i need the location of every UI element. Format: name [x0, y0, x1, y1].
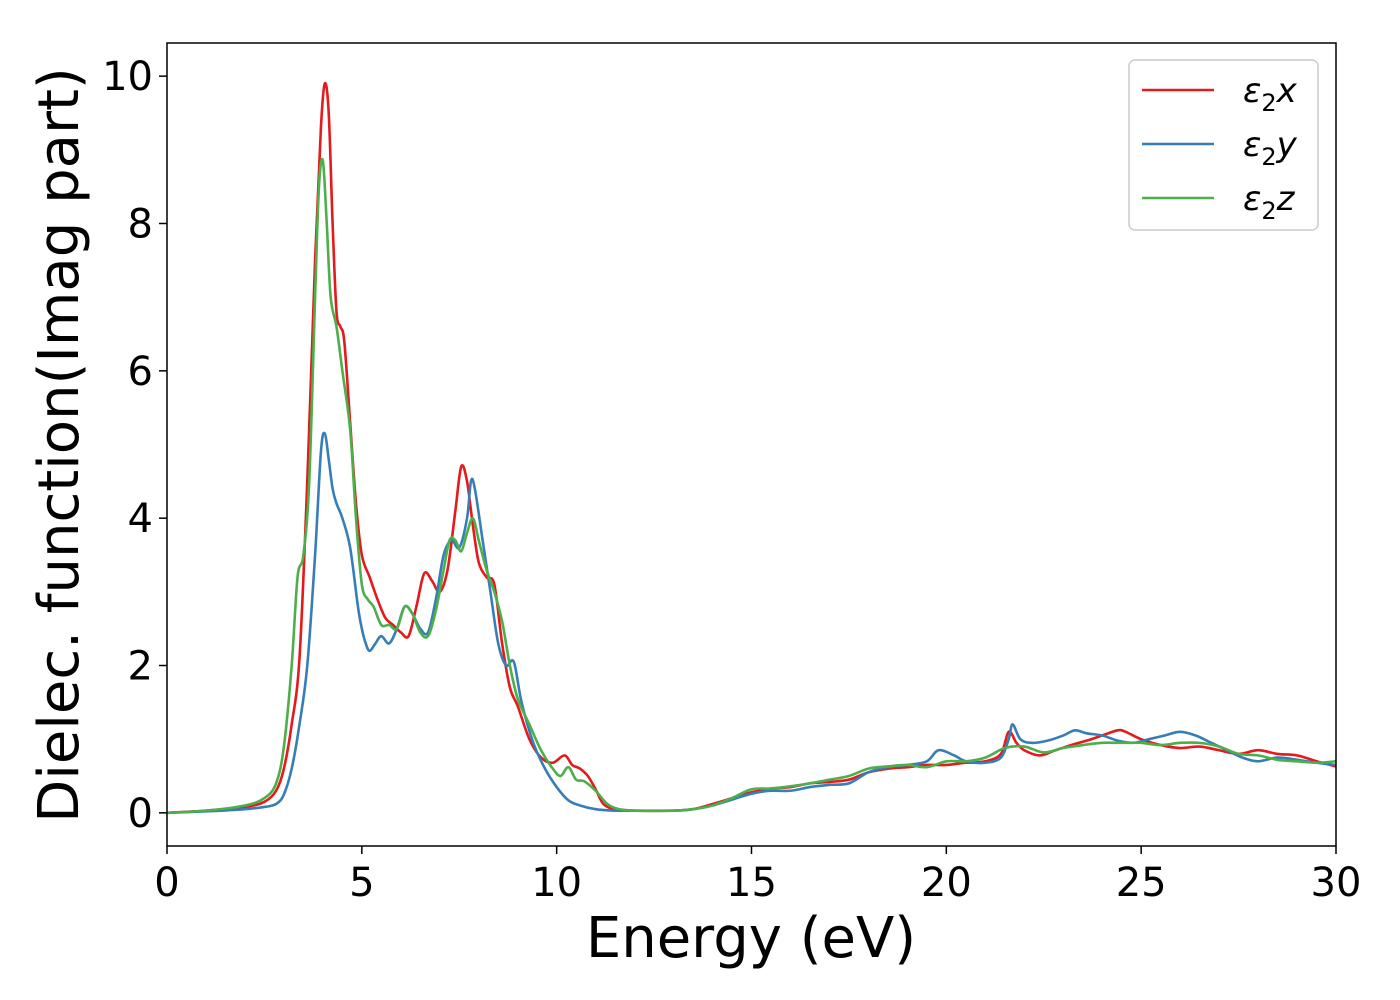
- x-tick-label: 25: [1116, 860, 1167, 906]
- y-tick-label: 2: [128, 644, 153, 690]
- x-tick-label: 5: [349, 860, 374, 906]
- y-tick-label: 8: [128, 201, 153, 247]
- legend-label-y: ε2y: [1243, 125, 1298, 171]
- x-tick-label: 30: [1311, 860, 1362, 906]
- legend-box: [1128, 59, 1319, 231]
- series-line-z: [167, 157, 1336, 815]
- x-tick-label: 10: [531, 860, 582, 906]
- x-axis-title: Energy (eV): [586, 906, 916, 971]
- y-tick-label: 6: [128, 349, 153, 395]
- legend: ε2x ε2y ε2z: [1128, 59, 1319, 231]
- y-axis-ticks: 0 2 4 6 8 10: [102, 54, 167, 837]
- y-tick-label: 0: [128, 791, 153, 837]
- legend-label-z: ε2z: [1243, 179, 1296, 225]
- x-tick-label: 0: [154, 860, 179, 906]
- x-tick-label: 15: [726, 860, 777, 906]
- series-line-y: [167, 431, 1336, 815]
- x-axis-ticks: 0 5 10 15 20 25 30: [154, 846, 1361, 906]
- y-tick-label: 4: [128, 496, 153, 542]
- x-tick-label: 20: [921, 860, 972, 906]
- y-axis-title: Dielec. function(Imag part): [27, 67, 92, 823]
- legend-label-x: ε2x: [1243, 71, 1298, 117]
- y-tick-label: 10: [102, 54, 153, 100]
- series-layer: [167, 81, 1336, 815]
